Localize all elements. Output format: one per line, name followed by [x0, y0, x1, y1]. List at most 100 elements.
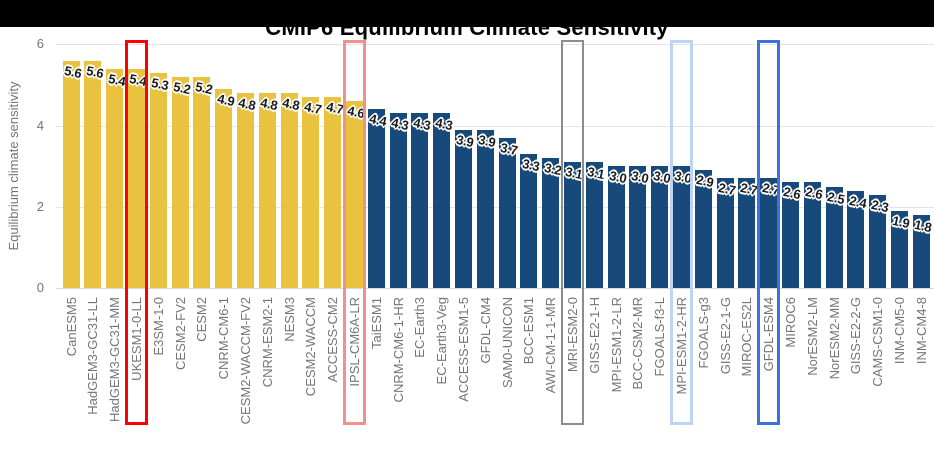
x-axis-label: MIROC-ES2L [739, 297, 755, 377]
bar [803, 182, 821, 288]
x-axis-label: FGOALS-g3 [695, 297, 711, 369]
bar-value-label: 5.4 [106, 70, 127, 89]
bar [367, 109, 385, 288]
bar-value-label: 3.9 [477, 131, 498, 150]
gridline-y-6 [56, 44, 934, 46]
bar-value-label: 2.5 [826, 188, 846, 207]
bar [215, 89, 233, 288]
bar [890, 210, 908, 288]
bar-value-label: 5.2 [193, 78, 214, 97]
bar [847, 190, 865, 288]
bar [825, 186, 843, 288]
bar [585, 162, 603, 288]
x-axis-label: NorESM2-MM [826, 297, 842, 380]
bar [912, 214, 930, 288]
x-axis-label: CNRM-ESM2-1 [259, 297, 275, 388]
x-axis-label: CNRM-CM6-1-HR [390, 297, 406, 403]
bar-value-label: 2.3 [869, 196, 890, 215]
bar-value-label: 5.6 [63, 62, 83, 81]
bar [84, 60, 102, 288]
bar [62, 60, 80, 288]
bar [324, 97, 342, 288]
bar [149, 72, 167, 288]
highlight-box-mri-esm2-0 [560, 40, 584, 425]
bar-value-label: 5.3 [150, 74, 171, 93]
highlight-box-ipsl-cm6a-lr [342, 40, 366, 425]
x-axis-label: NorESM2-LM [804, 297, 820, 376]
bar-value-label: 1.9 [891, 212, 912, 231]
bar [280, 93, 298, 288]
bar [563, 162, 581, 288]
x-axis-label: BCC-ESM1 [521, 297, 537, 365]
x-axis-label: BCC-CSM2-MR [630, 297, 646, 390]
x-axis-label: CanESM5 [63, 297, 79, 357]
bar [389, 113, 407, 288]
x-axis-label: CNRM-CM6-1 [216, 297, 232, 380]
x-axis-label: GFDL-CM4 [477, 297, 493, 364]
bar [476, 129, 494, 288]
x-axis-label: AWI-CM-1-1-MR [543, 297, 559, 394]
gridline-y-2 [56, 206, 934, 208]
bar-value-label: 3.9 [455, 131, 476, 150]
x-axis-label: FGOALS-f3-L [652, 297, 668, 377]
x-axis-label: CESM2 [194, 297, 210, 342]
bar [236, 93, 254, 288]
bar [520, 154, 538, 288]
bar-value-label: 5.6 [84, 62, 105, 81]
y-tick-label: 4 [36, 117, 44, 133]
x-axis-label: INM-CM5-0 [891, 297, 907, 365]
bar [694, 170, 712, 288]
bar [629, 166, 647, 288]
highlight-box-gfdl-esm4 [757, 40, 781, 425]
x-axis-label: CESM2-WACCM [303, 297, 319, 397]
bar [542, 158, 560, 288]
x-axis-label: SAM0-UNICON [499, 297, 515, 389]
highlight-box-mpi-esm1-2-hr [669, 40, 693, 425]
x-axis-label: GISS-E2-1-H [586, 297, 602, 374]
bar [498, 137, 516, 288]
x-axis-label: CESM2-WACCM-FV2 [237, 297, 253, 425]
x-axis-label: HadGEM3-GC31-LL [85, 297, 101, 415]
gridline-y-4 [56, 125, 934, 127]
x-axis-label: EC-Earth3-Veg [434, 297, 450, 385]
x-axis-label: CESM2-FV2 [172, 297, 188, 370]
bar [171, 76, 189, 288]
bar [454, 129, 472, 288]
x-axis-label: INM-CM4-8 [913, 297, 929, 365]
bar [258, 93, 276, 288]
x-axis-label: HadGEM3-GC31-MM [107, 297, 123, 422]
y-tick-label: 2 [36, 198, 44, 214]
x-axis-label: MIROC6 [782, 297, 798, 348]
bar-value-label: 2.4 [847, 192, 868, 211]
bar [869, 194, 887, 288]
bar-value-label: 5.2 [172, 78, 192, 97]
x-axis-label: E3SM-1-0 [150, 297, 166, 356]
y-tick-label: 0 [36, 280, 44, 295]
x-axis-label: EC-Earth3 [412, 297, 428, 358]
bar [651, 166, 669, 288]
bar [433, 113, 451, 288]
bar [760, 178, 778, 288]
bar [607, 166, 625, 288]
bar [781, 182, 799, 288]
x-axis-label: ACCESS-CM2 [325, 297, 341, 383]
top-black-bar [0, 0, 934, 27]
x-axis-label: MPI-ESM1-2-LR [608, 297, 624, 393]
bar [738, 178, 756, 288]
bar [127, 68, 145, 288]
bar [106, 68, 124, 288]
bar [411, 113, 429, 288]
bar [672, 166, 690, 288]
bar [302, 97, 320, 288]
bar [345, 101, 363, 288]
x-axis-label: TaiESM1 [368, 297, 384, 350]
y-tick-label: 6 [36, 36, 44, 52]
x-axis-label: GISS-E2-2-G [848, 297, 864, 375]
x-axis-label: NESM3 [281, 297, 297, 342]
x-axis-label: ACCESS-ESM1-5 [455, 297, 471, 402]
x-axis-label: GISS-E2-1-G [717, 297, 733, 375]
bar-value-label: 1.8 [913, 216, 934, 236]
bar [716, 178, 734, 288]
bar-value-label: 3.7 [499, 139, 519, 158]
